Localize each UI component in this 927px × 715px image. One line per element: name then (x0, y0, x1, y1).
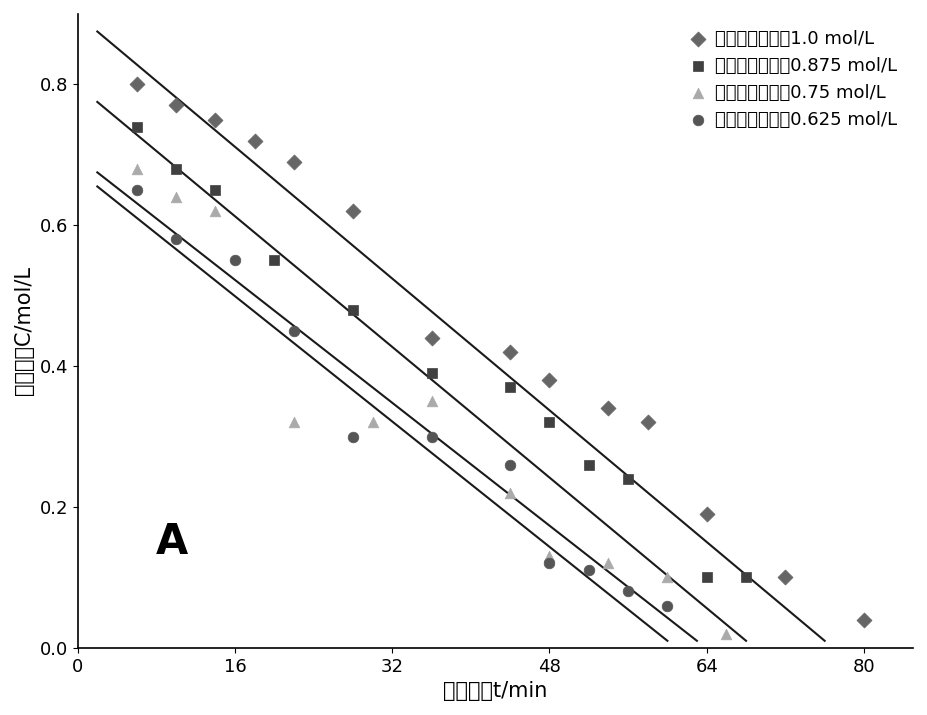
初始蔗糖浓度为0.75 mol/L (660, 572, 675, 583)
初始蔗糖浓度为0.75 mol/L (601, 558, 616, 569)
初始蔗糖浓度为0.625 mol/L (660, 600, 675, 611)
初始蔗糖浓度为0.875 mol/L (581, 459, 596, 470)
初始蔗糖浓度为0.625 mol/L (621, 586, 636, 597)
初始蔗糖浓度为1.0 mol/L (248, 135, 262, 147)
初始蔗糖浓度为1.0 mol/L (502, 346, 517, 358)
Y-axis label: 蔗糖浓度C/mol/L: 蔗糖浓度C/mol/L (14, 267, 34, 395)
初始蔗糖浓度为1.0 mol/L (208, 114, 222, 125)
初始蔗糖浓度为0.75 mol/L (502, 487, 517, 498)
初始蔗糖浓度为0.875 mol/L (267, 255, 282, 266)
X-axis label: 反应时间t/min: 反应时间t/min (443, 681, 548, 701)
初始蔗糖浓度为0.75 mol/L (424, 395, 438, 407)
初始蔗糖浓度为0.625 mol/L (542, 558, 557, 569)
初始蔗糖浓度为1.0 mol/L (699, 508, 714, 520)
初始蔗糖浓度为1.0 mol/L (641, 417, 655, 428)
初始蔗糖浓度为1.0 mol/L (424, 332, 438, 344)
初始蔗糖浓度为0.875 mol/L (699, 572, 714, 583)
初始蔗糖浓度为1.0 mol/L (857, 614, 871, 626)
初始蔗糖浓度为0.875 mol/L (208, 184, 222, 196)
Text: A: A (157, 521, 188, 563)
初始蔗糖浓度为0.875 mol/L (346, 304, 361, 315)
初始蔗糖浓度为0.75 mol/L (286, 417, 301, 428)
初始蔗糖浓度为0.75 mol/L (169, 192, 184, 203)
初始蔗糖浓度为0.875 mol/L (424, 368, 438, 379)
初始蔗糖浓度为0.625 mol/L (129, 184, 144, 196)
初始蔗糖浓度为0.75 mol/L (365, 417, 380, 428)
初始蔗糖浓度为0.75 mol/L (719, 628, 734, 639)
初始蔗糖浓度为0.625 mol/L (502, 459, 517, 470)
初始蔗糖浓度为1.0 mol/L (286, 156, 301, 167)
初始蔗糖浓度为0.625 mol/L (227, 255, 242, 266)
初始蔗糖浓度为0.875 mol/L (739, 572, 754, 583)
初始蔗糖浓度为1.0 mol/L (346, 205, 361, 217)
初始蔗糖浓度为0.625 mol/L (286, 325, 301, 337)
初始蔗糖浓度为0.875 mol/L (621, 473, 636, 485)
初始蔗糖浓度为1.0 mol/L (542, 375, 557, 386)
初始蔗糖浓度为0.875 mol/L (542, 417, 557, 428)
初始蔗糖浓度为0.875 mol/L (169, 163, 184, 174)
初始蔗糖浓度为1.0 mol/L (169, 99, 184, 111)
初始蔗糖浓度为1.0 mol/L (601, 403, 616, 414)
初始蔗糖浓度为0.875 mol/L (129, 121, 144, 132)
初始蔗糖浓度为0.625 mol/L (169, 234, 184, 245)
初始蔗糖浓度为0.875 mol/L (502, 382, 517, 393)
初始蔗糖浓度为0.625 mol/L (581, 565, 596, 576)
初始蔗糖浓度为0.625 mol/L (424, 431, 438, 443)
初始蔗糖浓度为1.0 mol/L (778, 572, 793, 583)
初始蔗糖浓度为0.75 mol/L (542, 551, 557, 562)
初始蔗糖浓度为0.75 mol/L (208, 205, 222, 217)
初始蔗糖浓度为0.625 mol/L (346, 431, 361, 443)
初始蔗糖浓度为1.0 mol/L (129, 79, 144, 90)
Legend: 初始蔗糖浓度为1.0 mol/L, 初始蔗糖浓度为0.875 mol/L, 初始蔗糖浓度为0.75 mol/L, 初始蔗糖浓度为0.625 mol/L: 初始蔗糖浓度为1.0 mol/L, 初始蔗糖浓度为0.875 mol/L, 初始… (684, 23, 904, 137)
初始蔗糖浓度为0.75 mol/L (129, 163, 144, 174)
